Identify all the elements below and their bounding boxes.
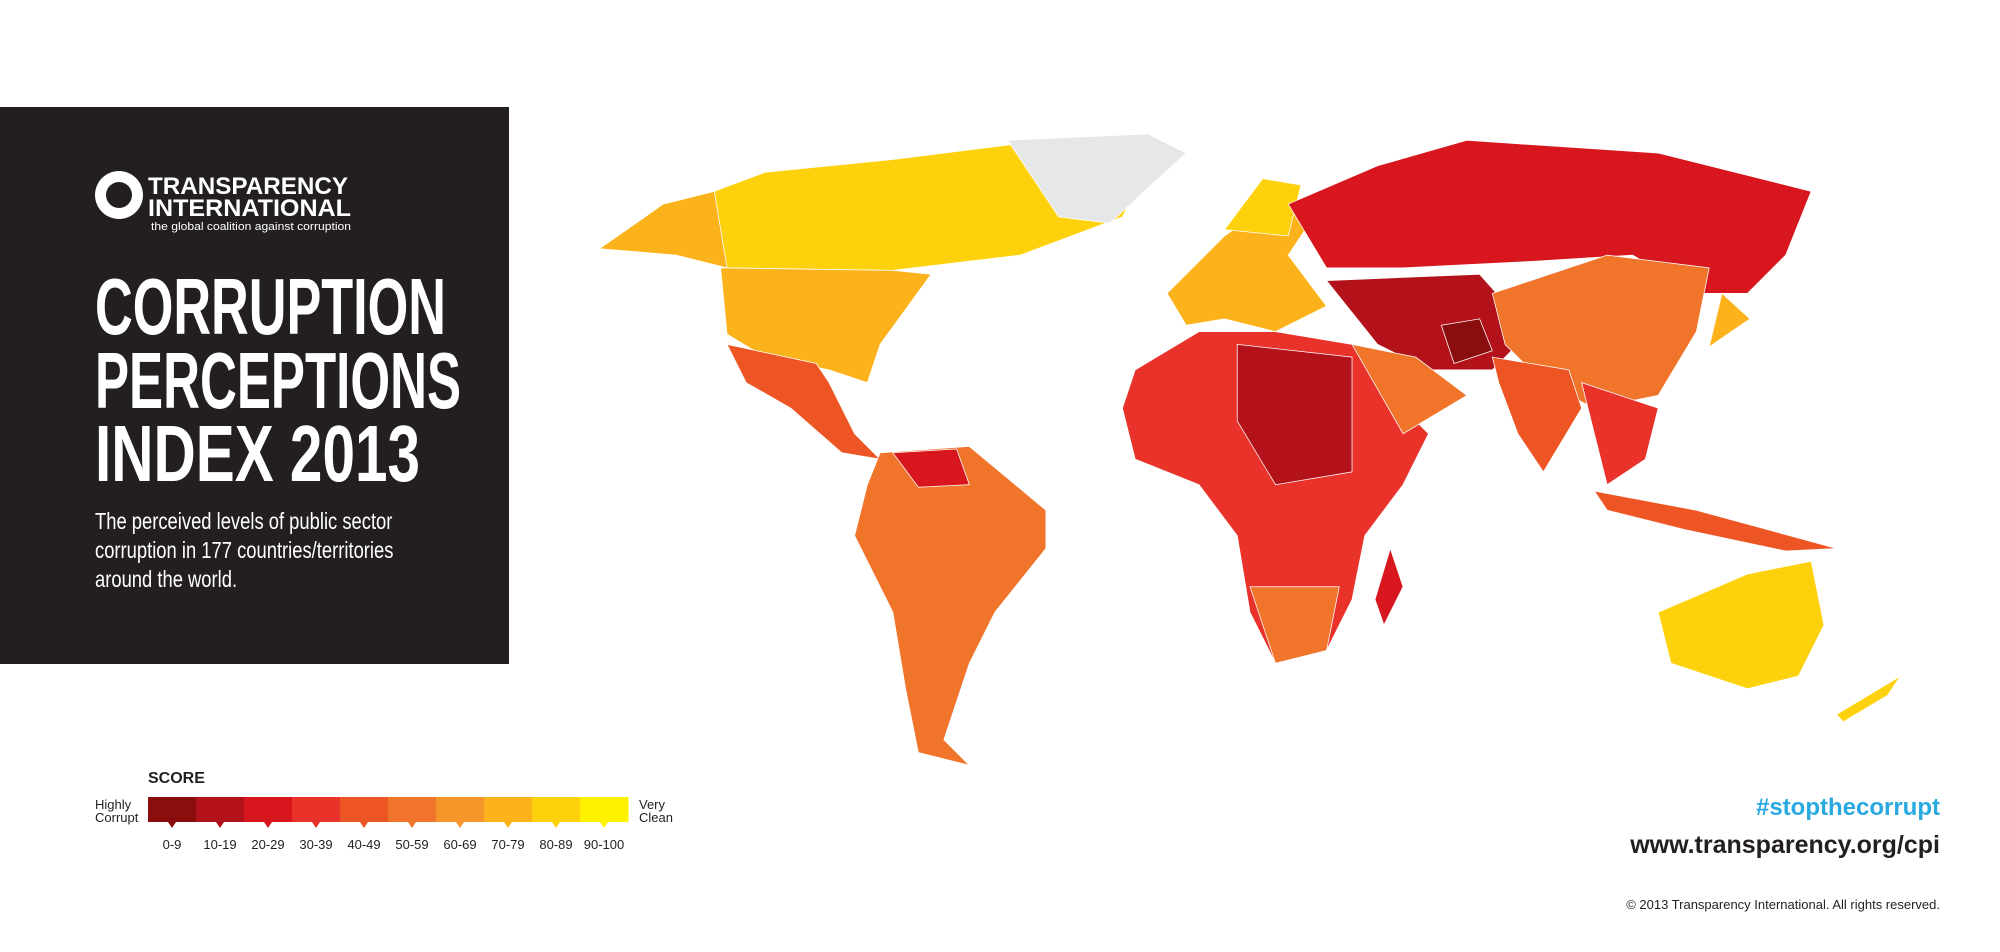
region <box>1708 292 1751 348</box>
region <box>1249 586 1340 664</box>
legend-pointer <box>264 822 272 828</box>
region <box>1006 133 1187 224</box>
legend-label: 90-100 <box>584 837 624 852</box>
region <box>1581 382 1659 486</box>
legend-swatch <box>244 797 293 822</box>
title-line: INDEX 2013 <box>95 409 420 498</box>
region <box>1836 675 1901 723</box>
region <box>1287 139 1812 294</box>
logo-mark <box>106 182 132 208</box>
legend-pointer <box>456 822 464 828</box>
legend-pointer <box>312 822 320 828</box>
logo-text: TRANSPARENCY <box>148 173 348 200</box>
legend-label: 50-59 <box>395 837 428 852</box>
region <box>1223 178 1302 237</box>
hashtag: #stopthecorrupt <box>1756 794 1940 821</box>
region <box>1657 560 1825 690</box>
title-line: CORRUPTION <box>95 262 446 351</box>
description-line: around the world. <box>95 567 237 592</box>
logo-text: INTERNATIONAL <box>148 195 351 222</box>
description: The perceived levels of public sector co… <box>95 509 393 592</box>
region <box>1491 356 1583 473</box>
legend-swatch <box>340 797 389 822</box>
legend-swatch <box>388 797 437 822</box>
legend-swatch <box>580 797 629 822</box>
legend-label: 40-49 <box>347 837 380 852</box>
legend-swatch <box>292 797 341 822</box>
legend-swatch <box>196 797 245 822</box>
legend: SCORE Highly Corrupt Very Clean 0-9 10-19… <box>95 770 673 852</box>
legend-pointer <box>408 822 416 828</box>
legend-end-label: Highly <box>95 797 132 812</box>
legend-end-label: Very <box>639 797 666 812</box>
region <box>1351 343 1468 435</box>
legend-swatch <box>532 797 581 822</box>
region <box>1236 343 1353 486</box>
legend-swatch <box>148 797 197 822</box>
region <box>892 448 970 488</box>
title-panel <box>0 107 509 664</box>
title: CORRUPTION PERCEPTIONS INDEX 2013 <box>95 262 461 498</box>
region <box>1440 318 1493 365</box>
legend-end-label: Corrupt <box>95 810 139 825</box>
region <box>854 446 1047 767</box>
legend-label: 0-9 <box>163 837 182 852</box>
legend-label: 70-79 <box>491 837 524 852</box>
url: www.transparency.org/cpi <box>1629 831 1940 859</box>
description-line: The perceived levels of public sector <box>95 509 392 534</box>
legend-label: 30-39 <box>299 837 332 852</box>
legend-pointer <box>360 822 368 828</box>
region <box>1374 547 1404 626</box>
region <box>1593 490 1837 552</box>
legend-pointer <box>168 822 176 828</box>
legend-swatch <box>436 797 485 822</box>
legend-pointer <box>552 822 560 828</box>
legend-label: 10-19 <box>203 837 236 852</box>
legend-end-label: Clean <box>639 810 673 825</box>
legend-pointer <box>504 822 512 828</box>
legend-title: SCORE <box>148 770 205 787</box>
legend-label: 20-29 <box>251 837 284 852</box>
title-line: PERCEPTIONS <box>95 336 461 425</box>
legend-pointer <box>600 822 608 828</box>
logo-tagline: the global coalition against corruption <box>151 221 351 233</box>
description-line: corruption in 177 countries/territories <box>95 538 393 563</box>
legend-pointer <box>216 822 224 828</box>
copyright: © 2013 Transparency International. All r… <box>1626 897 1940 912</box>
legend-label: 60-69 <box>443 837 476 852</box>
legend-swatch <box>484 797 533 822</box>
world-map <box>598 133 1901 767</box>
legend-label: 80-89 <box>539 837 572 852</box>
